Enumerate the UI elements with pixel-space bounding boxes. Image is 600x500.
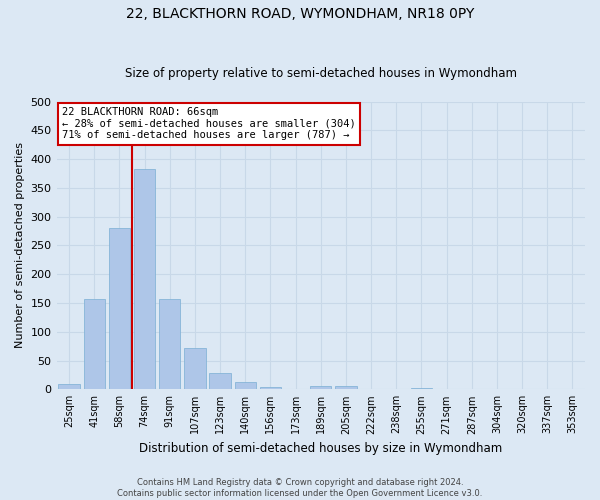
Text: 22, BLACKTHORN ROAD, WYMONDHAM, NR18 0PY: 22, BLACKTHORN ROAD, WYMONDHAM, NR18 0PY	[126, 8, 474, 22]
Bar	[184, 348, 206, 390]
Bar	[209, 373, 231, 390]
Bar	[260, 387, 281, 390]
Bar	[310, 386, 331, 390]
Bar	[235, 382, 256, 390]
Text: 22 BLACKTHORN ROAD: 66sqm
← 28% of semi-detached houses are smaller (304)
71% of: 22 BLACKTHORN ROAD: 66sqm ← 28% of semi-…	[62, 108, 356, 140]
Bar	[58, 384, 80, 390]
Y-axis label: Number of semi-detached properties: Number of semi-detached properties	[15, 142, 25, 348]
Bar	[361, 388, 382, 390]
Bar	[285, 388, 307, 390]
X-axis label: Distribution of semi-detached houses by size in Wymondham: Distribution of semi-detached houses by …	[139, 442, 502, 455]
Bar	[562, 388, 583, 390]
Title: Size of property relative to semi-detached houses in Wymondham: Size of property relative to semi-detach…	[125, 66, 517, 80]
Bar	[109, 228, 130, 390]
Bar	[134, 169, 155, 390]
Bar	[83, 299, 105, 390]
Bar	[411, 388, 432, 390]
Bar	[486, 388, 508, 390]
Bar	[159, 299, 181, 390]
Text: Contains HM Land Registry data © Crown copyright and database right 2024.
Contai: Contains HM Land Registry data © Crown c…	[118, 478, 482, 498]
Bar	[335, 386, 356, 390]
